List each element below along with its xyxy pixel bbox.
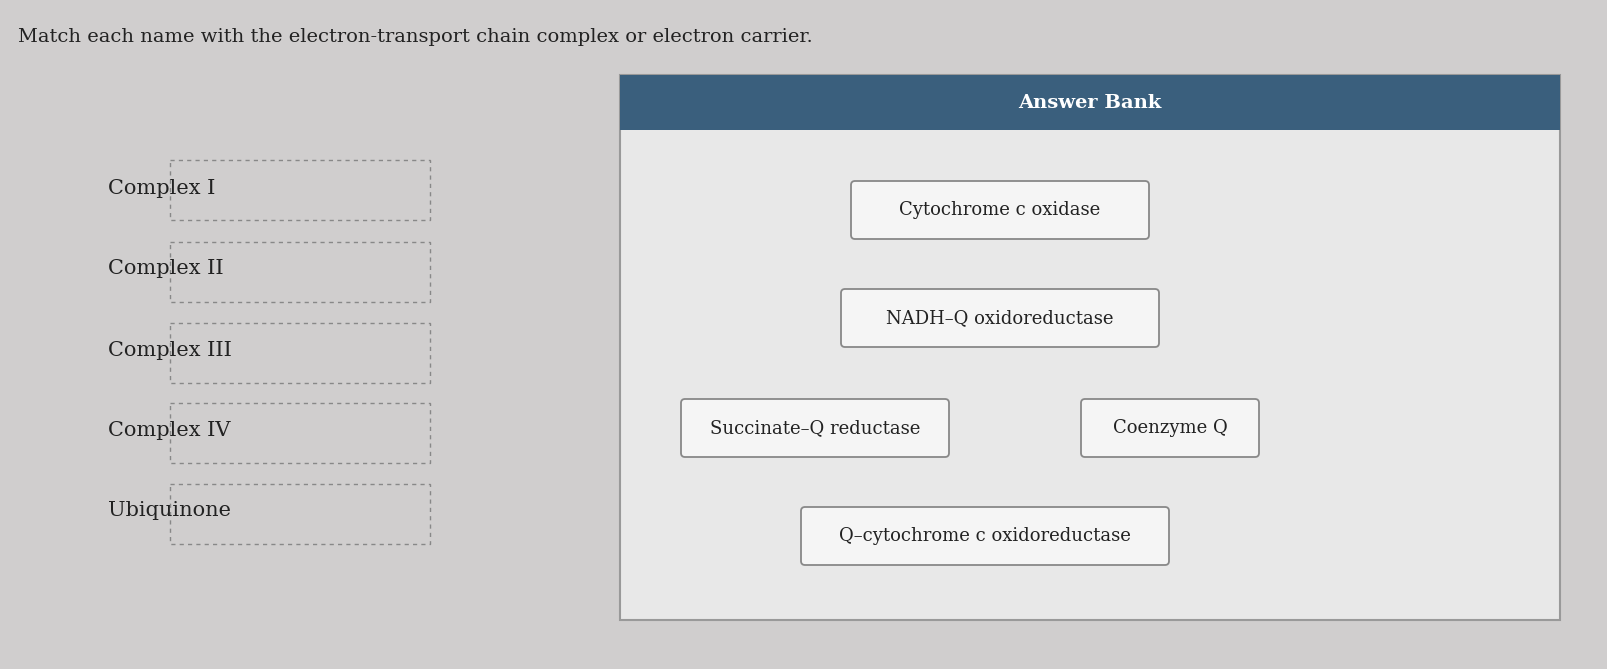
FancyBboxPatch shape — [681, 399, 950, 457]
FancyBboxPatch shape — [1082, 399, 1258, 457]
Text: Complex IV: Complex IV — [108, 421, 230, 440]
FancyBboxPatch shape — [620, 75, 1560, 130]
Text: Complex II: Complex II — [108, 258, 223, 278]
Text: Cytochrome c oxidase: Cytochrome c oxidase — [900, 201, 1101, 219]
FancyBboxPatch shape — [170, 323, 431, 383]
FancyBboxPatch shape — [800, 507, 1168, 565]
Text: Coenzyme Q: Coenzyme Q — [1112, 419, 1228, 437]
Text: Ubiquinone: Ubiquinone — [108, 500, 231, 520]
FancyBboxPatch shape — [170, 160, 431, 220]
FancyBboxPatch shape — [170, 242, 431, 302]
Text: Answer Bank: Answer Bank — [1019, 94, 1162, 112]
FancyBboxPatch shape — [852, 181, 1149, 239]
FancyBboxPatch shape — [170, 484, 431, 544]
Text: Complex III: Complex III — [108, 341, 231, 359]
Text: Match each name with the electron-transport chain complex or electron carrier.: Match each name with the electron-transp… — [18, 28, 813, 46]
FancyBboxPatch shape — [840, 289, 1159, 347]
Text: Complex I: Complex I — [108, 179, 215, 197]
FancyBboxPatch shape — [620, 75, 1560, 620]
Text: Q–cytochrome c oxidoreductase: Q–cytochrome c oxidoreductase — [839, 527, 1131, 545]
Text: NADH–Q oxidoreductase: NADH–Q oxidoreductase — [885, 309, 1114, 327]
Text: Succinate–Q reductase: Succinate–Q reductase — [710, 419, 921, 437]
FancyBboxPatch shape — [170, 403, 431, 463]
